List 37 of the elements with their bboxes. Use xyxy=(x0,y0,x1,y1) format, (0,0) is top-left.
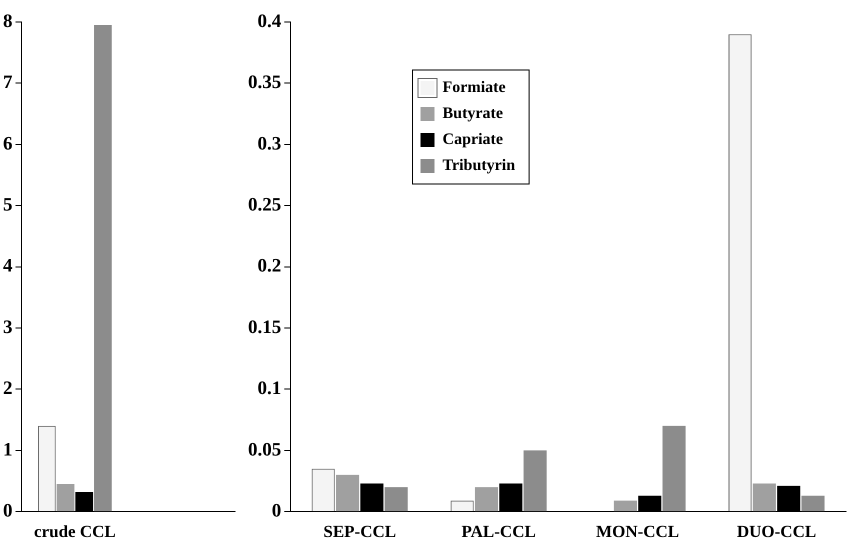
legend-label: Butyrate xyxy=(442,105,503,122)
y-tick-label: 7 xyxy=(3,72,13,94)
legend-label: Capriate xyxy=(442,131,503,148)
bar xyxy=(56,484,74,512)
y-tick-label: 5 xyxy=(3,194,12,216)
bar xyxy=(614,500,637,512)
y-tick-label: 1 xyxy=(3,439,12,460)
y-tick-label: 0.2 xyxy=(258,256,282,277)
y-tick-label: 0.4 xyxy=(258,10,282,32)
y-tick-label: 0.35 xyxy=(248,72,282,94)
legend-label: Tributyrin xyxy=(442,157,516,174)
bar xyxy=(94,25,112,512)
y-tick-label: 4 xyxy=(3,256,13,277)
bar xyxy=(474,487,498,512)
y-tick-label: 0.25 xyxy=(248,194,282,216)
y-tick-label: 8 xyxy=(3,10,12,32)
bar xyxy=(336,474,360,512)
bar xyxy=(752,483,776,512)
y-tick-label: 0.3 xyxy=(258,133,282,154)
y-tick-label: 2 xyxy=(3,378,12,400)
y-tick-label: 0 xyxy=(3,500,12,522)
y-tick-label: 3 xyxy=(3,316,12,338)
x-tick-label: DUO-CCL xyxy=(736,522,816,542)
x-tick-label: PAL-CCL xyxy=(462,522,536,542)
legend-label: Formiate xyxy=(442,79,506,96)
x-tick-label: MON-CCL xyxy=(596,522,680,542)
bar xyxy=(384,487,408,512)
y-tick-label: 6 xyxy=(3,133,12,154)
bar xyxy=(801,496,825,512)
y-tick-label: 0.1 xyxy=(258,378,282,400)
y-tick-label: 0.15 xyxy=(248,316,282,338)
bar xyxy=(524,450,547,512)
x-tick-label: crude CCL xyxy=(34,522,116,542)
x-tick-label: SEP-CCL xyxy=(323,522,396,542)
y-tick-label: 0 xyxy=(272,500,282,522)
bar xyxy=(662,426,686,512)
y-tick-label: 0.05 xyxy=(248,439,282,460)
